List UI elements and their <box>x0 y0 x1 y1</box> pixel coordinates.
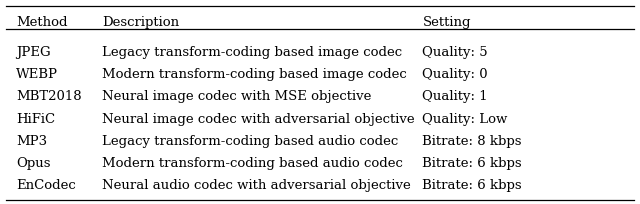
Text: Bitrate: 6 kbps: Bitrate: 6 kbps <box>422 178 522 191</box>
Text: Bitrate: 8 kbps: Bitrate: 8 kbps <box>422 134 522 147</box>
Text: Opus: Opus <box>16 156 51 169</box>
Text: Setting: Setting <box>422 16 471 29</box>
Text: Quality: 0: Quality: 0 <box>422 68 488 81</box>
Text: Modern transform-coding based audio codec: Modern transform-coding based audio code… <box>102 156 403 169</box>
Text: HiFiC: HiFiC <box>16 112 55 125</box>
Text: Neural image codec with MSE objective: Neural image codec with MSE objective <box>102 90 372 103</box>
Text: Neural audio codec with adversarial objective: Neural audio codec with adversarial obje… <box>102 178 411 191</box>
Text: JPEG: JPEG <box>16 46 51 59</box>
Text: WEBP: WEBP <box>16 68 58 81</box>
Text: Modern transform-coding based image codec: Modern transform-coding based image code… <box>102 68 407 81</box>
Text: Method: Method <box>16 16 67 29</box>
Text: MP3: MP3 <box>16 134 47 147</box>
Text: EnCodec: EnCodec <box>16 178 76 191</box>
Text: Description: Description <box>102 16 180 29</box>
Text: Neural image codec with adversarial objective: Neural image codec with adversarial obje… <box>102 112 415 125</box>
Text: Quality: 1: Quality: 1 <box>422 90 488 103</box>
Text: Quality: 5: Quality: 5 <box>422 46 488 59</box>
Text: MBT2018: MBT2018 <box>16 90 82 103</box>
Text: Legacy transform-coding based audio codec: Legacy transform-coding based audio code… <box>102 134 399 147</box>
Text: Quality: Low: Quality: Low <box>422 112 508 125</box>
Text: Legacy transform-coding based image codec: Legacy transform-coding based image code… <box>102 46 403 59</box>
Text: Bitrate: 6 kbps: Bitrate: 6 kbps <box>422 156 522 169</box>
